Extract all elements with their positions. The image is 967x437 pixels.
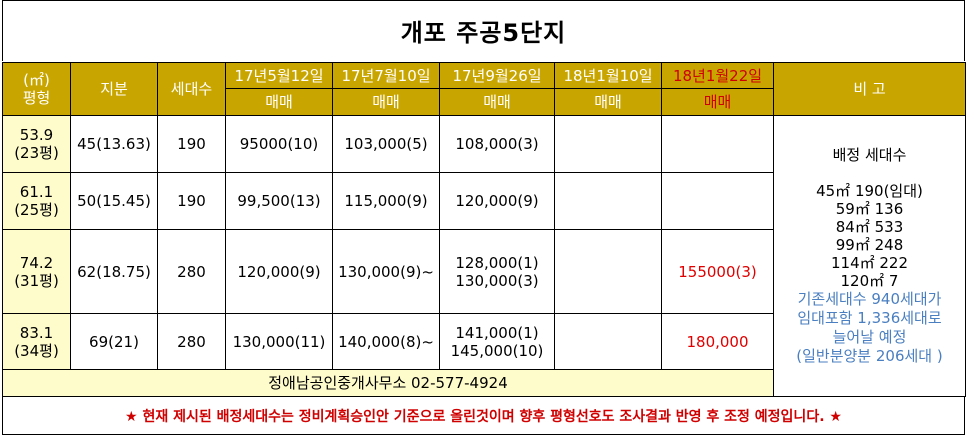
price-cell-2: 103,000(5) bbox=[332, 115, 440, 173]
price-table: (㎡) 평형 지분 세대수 17년5월12일 17년7월10일 17년9월26일… bbox=[2, 62, 966, 397]
price-cell-1: 130,000(11) bbox=[225, 313, 333, 370]
remarks-blue-line: 늘어날 예정 bbox=[832, 328, 907, 346]
price-cell-3: 120,000(9) bbox=[439, 172, 555, 230]
title-frame bbox=[2, 0, 965, 61]
remarks-line: 120㎡ 7 bbox=[840, 272, 899, 290]
area-cell: 61.1 (25평) bbox=[2, 172, 71, 230]
price-cell-1: 120,000(9) bbox=[225, 229, 333, 314]
households-cell: 190 bbox=[157, 172, 226, 230]
price-cell-2: 115,000(9) bbox=[332, 172, 440, 230]
households-cell: 190 bbox=[157, 115, 226, 173]
trade-header-4: 매매 bbox=[554, 88, 662, 116]
date-header-2: 17년7월10일 bbox=[332, 62, 440, 89]
price-cell-3: 141,000(1) 145,000(10) bbox=[439, 313, 555, 370]
price-cell-4 bbox=[554, 313, 662, 370]
pyeong-value: (23평) bbox=[14, 144, 59, 162]
pyeong-value: (31평) bbox=[14, 271, 59, 290]
area-value: 53.9 bbox=[19, 126, 54, 144]
date-header-3: 17년9월26일 bbox=[439, 62, 555, 89]
price-cell-5: 155000(3) bbox=[661, 229, 774, 314]
office-row: 정애남공인중개사무소 02-577-4924 bbox=[2, 369, 966, 397]
households-cell: 280 bbox=[157, 229, 226, 314]
price-cell-1: 95000(10) bbox=[225, 115, 333, 173]
area-value: 61.1 bbox=[19, 183, 54, 201]
share-cell: 69(21) bbox=[70, 313, 158, 370]
remarks-line: 45㎡ 190(임대) bbox=[816, 182, 923, 200]
price-line: 128,000(1) bbox=[455, 253, 539, 272]
pyeong-value: (25평) bbox=[14, 201, 59, 219]
pyeong-header: (㎡) 평형 bbox=[2, 62, 71, 116]
remarks-line: 99㎡ 248 bbox=[835, 236, 904, 254]
remarks-line: 114㎡ 222 bbox=[830, 254, 909, 272]
office-contact: 정애남공인중개사무소 02-577-4924 bbox=[2, 369, 774, 397]
price-cell-5 bbox=[661, 172, 774, 230]
remarks-line: 59㎡ 136 bbox=[835, 200, 904, 218]
share-cell: 50(15.45) bbox=[70, 172, 158, 230]
trade-header-2: 매매 bbox=[332, 88, 440, 116]
share-cell: 62(18.75) bbox=[70, 229, 158, 314]
table-row: 74.2 (31평) 62(18.75) 280 120,000(9) 130,… bbox=[2, 229, 966, 314]
price-line: 130,000(3) bbox=[455, 271, 539, 290]
area-unit-label: (㎡) bbox=[23, 71, 50, 89]
table-row: 83.1 (34평) 69(21) 280 130,000(11) 140,00… bbox=[2, 313, 966, 370]
sheet-title: 개포 주공5단지 bbox=[400, 18, 567, 47]
table-row: 53.9 (23평) 45(13.63) 190 95000(10) 103,0… bbox=[2, 115, 966, 397]
price-cell-4 bbox=[554, 172, 662, 230]
price-cell-2: 140,000(8)~ bbox=[332, 313, 440, 370]
price-cell-4 bbox=[554, 229, 662, 314]
remarks-blue-line: (일반분양분 206세대 ) bbox=[796, 347, 943, 365]
trade-header-5: 매매 bbox=[661, 88, 774, 116]
area-cell: 83.1 (34평) bbox=[2, 313, 71, 370]
remarks-line: 84㎡ 533 bbox=[835, 218, 904, 236]
remarks-heading: 배정 세대수 bbox=[832, 146, 907, 164]
remarks-blue-line: 임대포함 1,336세대로 bbox=[797, 309, 942, 327]
price-cell-4 bbox=[554, 115, 662, 173]
price-line: 141,000(1) bbox=[455, 323, 539, 342]
area-value: 83.1 bbox=[19, 323, 54, 342]
price-cell-5: 180,000 bbox=[661, 313, 774, 370]
area-cell: 74.2 (31평) bbox=[2, 229, 71, 314]
price-cell-3: 128,000(1) 130,000(3) bbox=[439, 229, 555, 314]
share-cell: 45(13.63) bbox=[70, 115, 158, 173]
households-header: 세대수 bbox=[157, 62, 226, 116]
remarks-cell: 배정 세대수 45㎡ 190(임대) 59㎡ 136 84㎡ 533 99㎡ 2… bbox=[773, 115, 966, 397]
notice-banner: ★ 현재 제시된 배정세대수는 정비계획승인안 기준으로 올린것이며 향후 평형… bbox=[2, 396, 965, 435]
trade-header-1: 매매 bbox=[225, 88, 333, 116]
price-line: 145,000(10) bbox=[450, 341, 544, 360]
pyeong-label: 평형 bbox=[22, 89, 51, 107]
trade-header-3: 매매 bbox=[439, 88, 555, 116]
remarks-header: 비 고 bbox=[773, 62, 966, 116]
area-value: 74.2 bbox=[19, 253, 54, 272]
price-line: 120,000(9) bbox=[455, 192, 539, 210]
date-header-5: 18년1월22일 bbox=[661, 62, 774, 89]
remarks-blue-line: 기존세대수 940세대가 bbox=[797, 290, 942, 308]
pyeong-value: (34평) bbox=[14, 341, 59, 360]
households-cell: 280 bbox=[157, 313, 226, 370]
price-cell-5 bbox=[661, 115, 774, 173]
date-header-4: 18년1월10일 bbox=[554, 62, 662, 89]
price-cell-1: 99,500(13) bbox=[225, 172, 333, 230]
date-header-1: 17년5월12일 bbox=[225, 62, 333, 89]
area-cell: 53.9 (23평) bbox=[2, 115, 71, 173]
price-cell-3: 108,000(3) bbox=[439, 115, 555, 173]
price-cell-2: 130,000(9)~ bbox=[332, 229, 440, 314]
share-header: 지분 bbox=[70, 62, 158, 116]
price-line: 108,000(3) bbox=[455, 135, 539, 153]
